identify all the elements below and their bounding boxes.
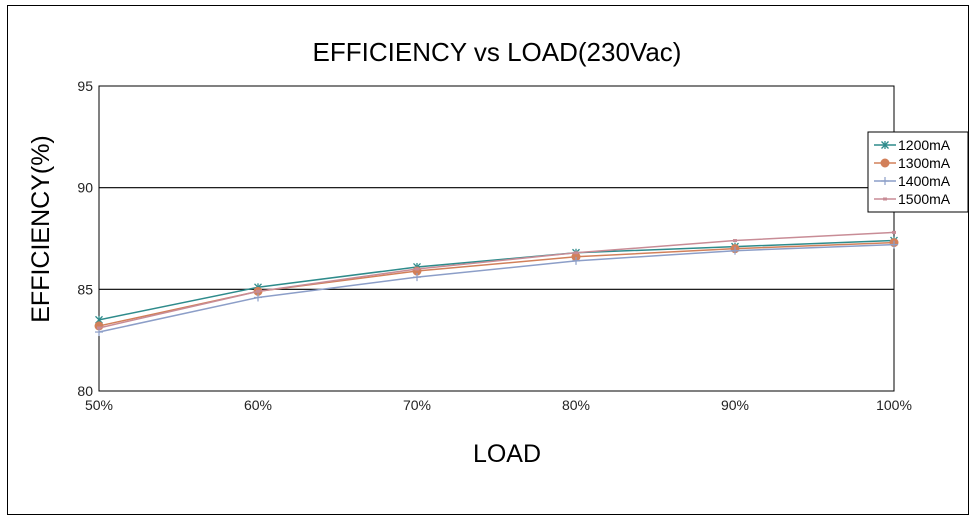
- data-point: [892, 230, 896, 234]
- y-axis-title: EFFICIENCY(%): [27, 135, 55, 323]
- data-point: [256, 289, 260, 293]
- legend-label: 1200mA: [898, 137, 951, 153]
- data-point: [572, 256, 580, 265]
- legend-label: 1500mA: [898, 191, 951, 207]
- grid-lines: [99, 187, 894, 290]
- data-point: [574, 251, 578, 255]
- data-point: [254, 293, 262, 302]
- x-tick-label: 100%: [876, 397, 912, 413]
- series-line: [98, 239, 895, 321]
- series-line: [98, 243, 895, 333]
- data-point: [883, 197, 887, 201]
- data-point: [890, 240, 898, 249]
- legend-label: 1400mA: [898, 173, 951, 189]
- legend: 1200mA 1300mA 1400mA 1500mA: [867, 131, 969, 213]
- x-tick-label: 60%: [244, 397, 272, 413]
- x-axis-title: LOAD: [473, 440, 541, 468]
- x-tick-labels: 50% 60% 70% 80% 90% 100%: [85, 397, 912, 413]
- data-point: [881, 141, 889, 149]
- data-point: [413, 273, 421, 282]
- series-line: [98, 231, 895, 329]
- chart-frame: [7, 5, 969, 515]
- chart-title: EFFICIENCY vs LOAD(230Vac): [313, 37, 682, 67]
- y-tick-label: 90: [77, 180, 93, 196]
- data-point: [733, 239, 737, 243]
- x-tick-label: 90%: [721, 397, 749, 413]
- y-tick-label: 95: [77, 78, 93, 94]
- series-group: [94, 230, 899, 337]
- data-point: [415, 267, 419, 271]
- legend-label: 1300mA: [898, 155, 951, 171]
- data-point: [97, 326, 101, 330]
- data-point: [731, 246, 739, 255]
- x-tick-label: 80%: [562, 397, 590, 413]
- y-tick-labels: 80 85 90 95: [77, 78, 93, 399]
- x-tick-label: 70%: [403, 397, 431, 413]
- y-tick-label: 85: [77, 281, 93, 297]
- data-point: [881, 177, 889, 185]
- x-tick-label: 50%: [85, 397, 113, 413]
- data-point: [880, 158, 890, 168]
- y-tick-label: 80: [77, 383, 93, 399]
